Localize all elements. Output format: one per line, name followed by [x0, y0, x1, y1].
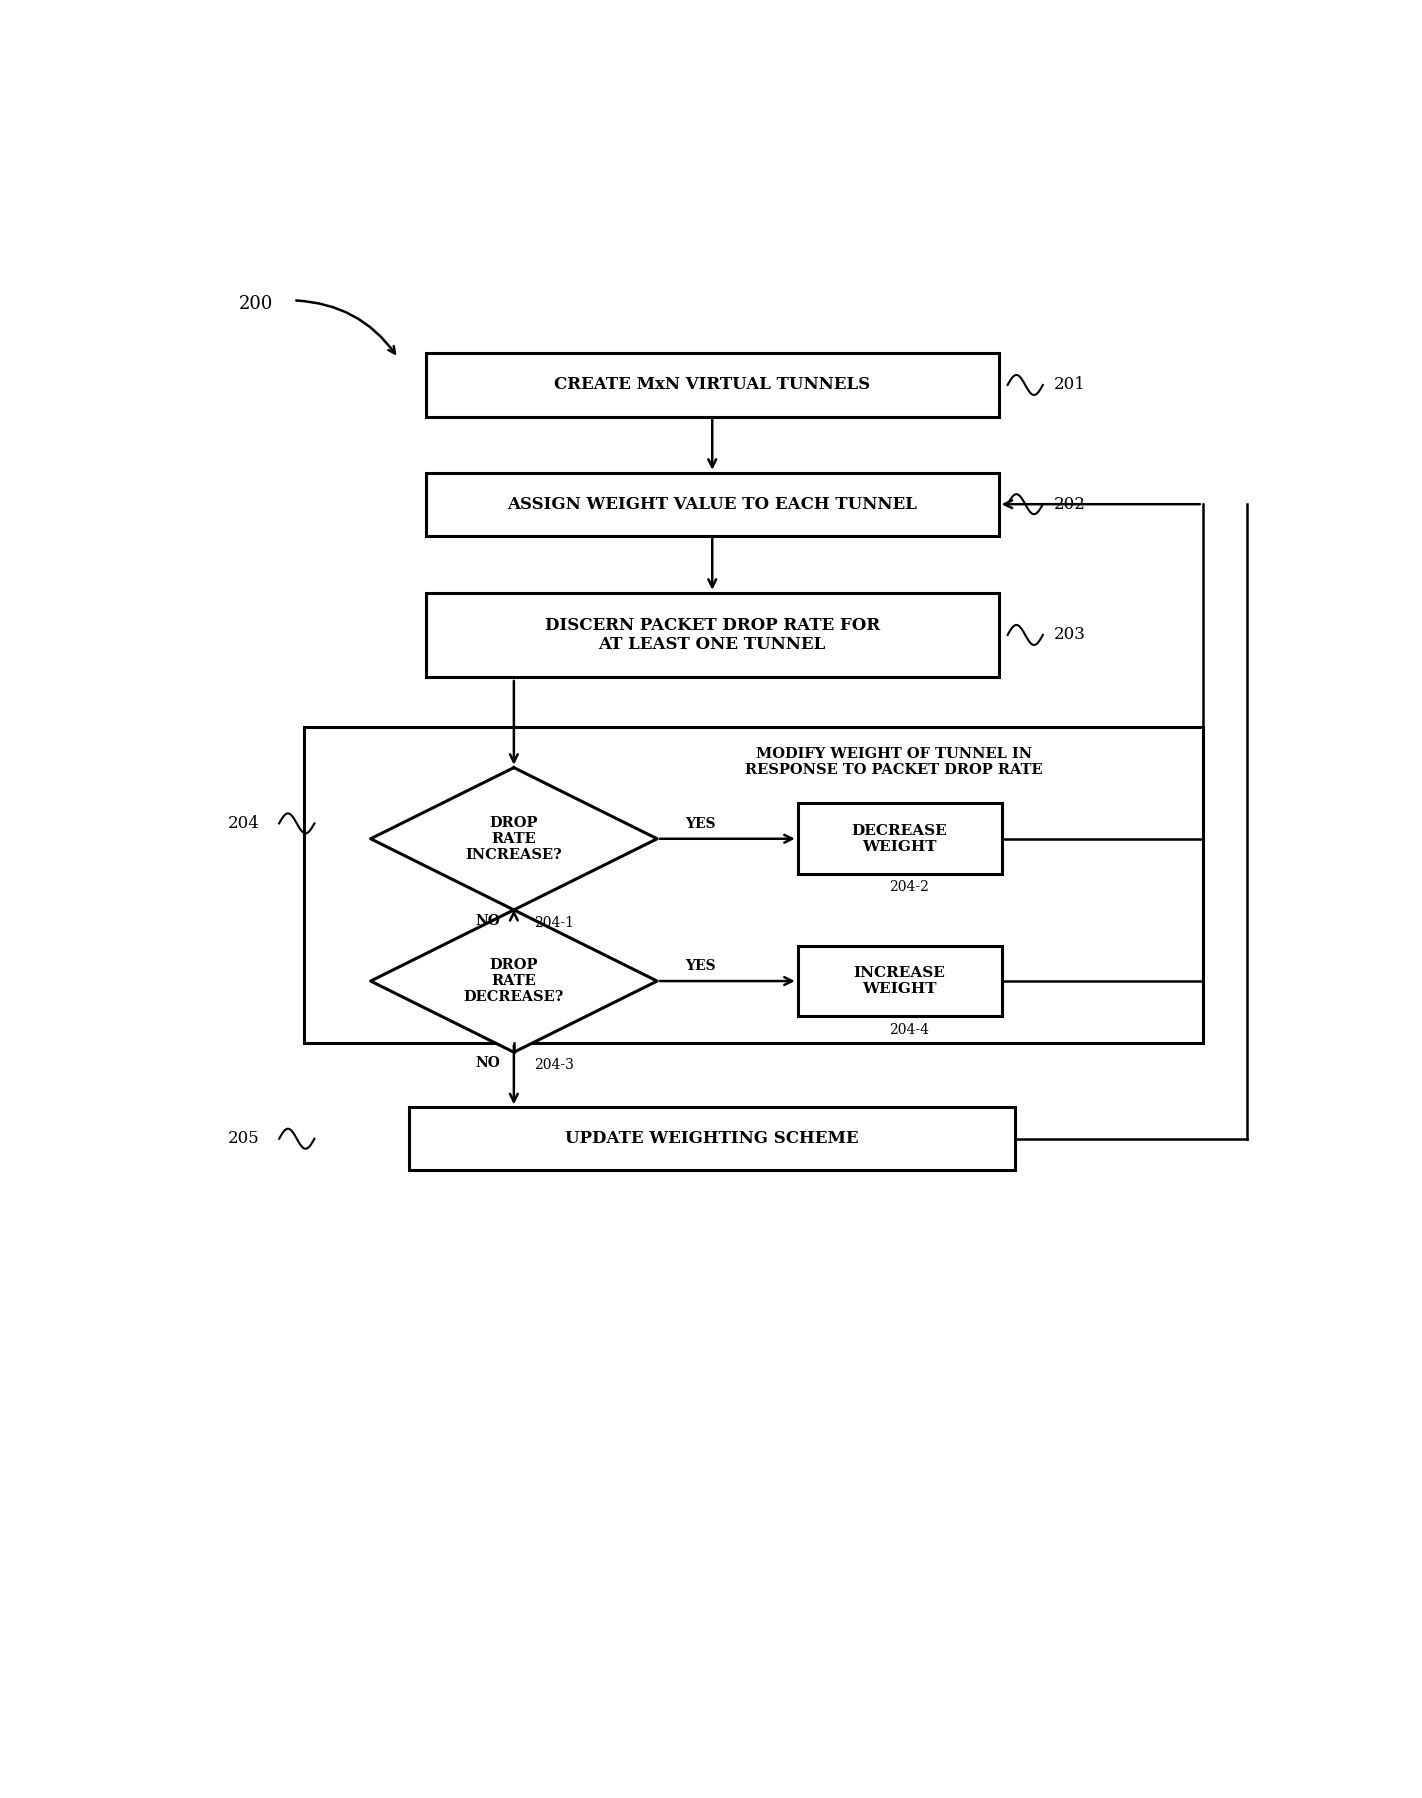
Text: 205: 205	[228, 1131, 259, 1147]
Text: DROP
RATE
INCREASE?: DROP RATE INCREASE?	[465, 816, 562, 861]
FancyBboxPatch shape	[798, 804, 1001, 874]
Text: 202: 202	[1054, 496, 1086, 512]
Text: DISCERN PACKET DROP RATE FOR
AT LEAST ONE TUNNEL: DISCERN PACKET DROP RATE FOR AT LEAST ON…	[545, 617, 880, 653]
Text: 204-3: 204-3	[533, 1059, 573, 1072]
Text: CREATE MxN VIRTUAL TUNNELS: CREATE MxN VIRTUAL TUNNELS	[555, 376, 870, 394]
Text: DROP
RATE
DECREASE?: DROP RATE DECREASE?	[464, 958, 565, 1005]
Text: 203: 203	[1054, 626, 1086, 644]
Text: YES: YES	[685, 816, 715, 831]
Text: NO: NO	[476, 913, 501, 928]
FancyBboxPatch shape	[425, 354, 998, 417]
FancyBboxPatch shape	[425, 473, 998, 536]
Text: 204: 204	[228, 814, 259, 832]
Text: DECREASE
WEIGHT: DECREASE WEIGHT	[852, 823, 947, 854]
Polygon shape	[371, 910, 657, 1052]
Text: UPDATE WEIGHTING SCHEME: UPDATE WEIGHTING SCHEME	[566, 1131, 859, 1147]
FancyBboxPatch shape	[304, 726, 1203, 1043]
Text: MODIFY WEIGHT OF TUNNEL IN
RESPONSE TO PACKET DROP RATE: MODIFY WEIGHT OF TUNNEL IN RESPONSE TO P…	[745, 746, 1042, 777]
Text: NO: NO	[476, 1055, 501, 1070]
Text: 200: 200	[239, 295, 273, 313]
FancyBboxPatch shape	[425, 593, 998, 678]
Text: ASSIGN WEIGHT VALUE TO EACH TUNNEL: ASSIGN WEIGHT VALUE TO EACH TUNNEL	[508, 496, 917, 512]
FancyBboxPatch shape	[410, 1108, 1015, 1170]
Text: 204-2: 204-2	[889, 881, 929, 894]
Text: YES: YES	[685, 960, 715, 973]
Text: 204-4: 204-4	[889, 1023, 929, 1037]
Text: 201: 201	[1054, 376, 1086, 394]
Polygon shape	[371, 768, 657, 910]
Text: 204-1: 204-1	[533, 915, 573, 930]
Text: INCREASE
WEIGHT: INCREASE WEIGHT	[853, 966, 946, 996]
FancyBboxPatch shape	[798, 946, 1001, 1016]
